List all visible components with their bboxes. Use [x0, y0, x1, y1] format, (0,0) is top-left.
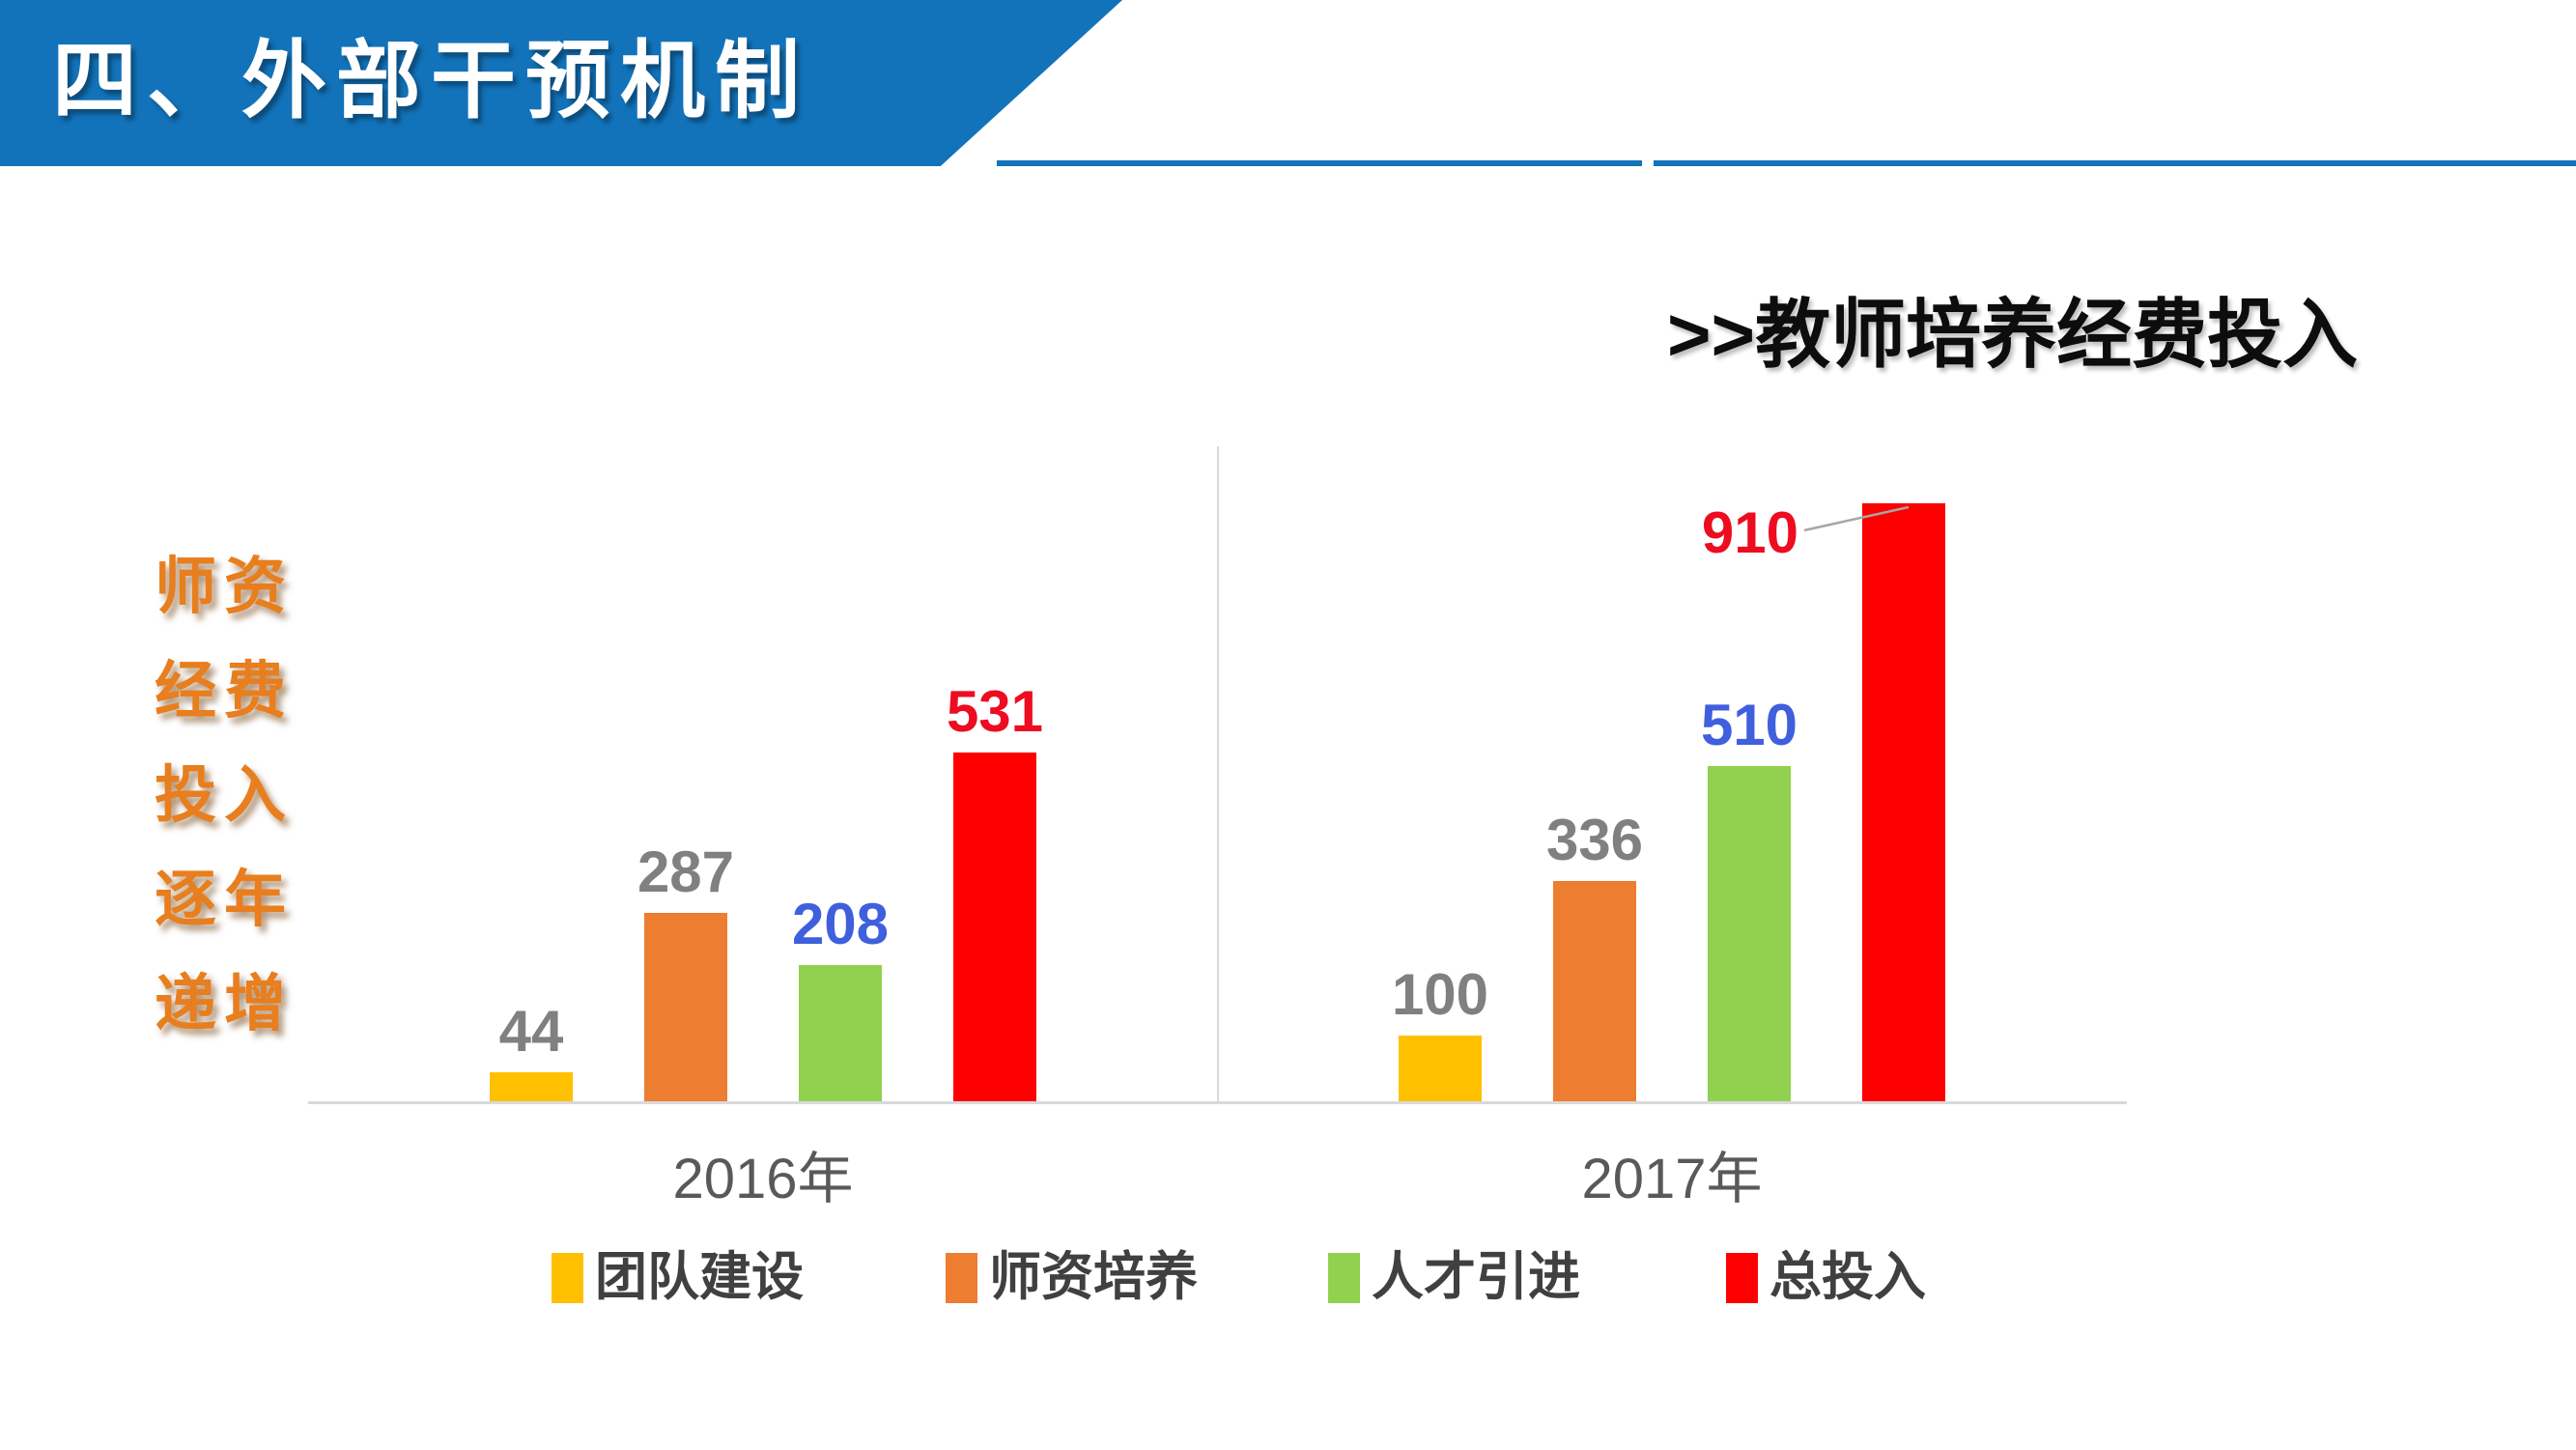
- legend-swatch-icon: [946, 1253, 977, 1303]
- header-rule-left: [997, 160, 1642, 166]
- legend-swatch-icon: [1726, 1253, 1758, 1303]
- side-note-line: 师资: [155, 552, 294, 621]
- legend-label: 总投入: [1769, 1248, 1926, 1306]
- legend-swatch-icon: [1328, 1253, 1360, 1303]
- bar-人才引进-2016年: [799, 965, 882, 1101]
- bar-总投入-2017年: [1862, 503, 1945, 1101]
- category-label-2017年: 2017年: [1581, 1148, 1763, 1210]
- side-note-line: 逐年: [155, 865, 294, 934]
- legend-swatch-icon: [552, 1253, 583, 1303]
- side-note: 师资 经费 投入 逐年 递增: [155, 534, 309, 1056]
- bar-value-label: 910: [1701, 500, 1798, 565]
- callout-leader-line: [1803, 505, 1910, 532]
- bar-value-label: 336: [1545, 808, 1644, 872]
- bar-人才引进-2017年: [1708, 766, 1791, 1101]
- bar-value-label: 208: [791, 892, 890, 956]
- bar-value-label: 531: [946, 679, 1044, 744]
- bar-value-label: 100: [1391, 962, 1489, 1027]
- chart-title: >>教师培养经费投入: [1667, 292, 2359, 377]
- bar-value-label: 44: [498, 999, 564, 1064]
- x-axis-line: [308, 1101, 2127, 1104]
- legend-label: 团队建设: [595, 1248, 804, 1306]
- bar-总投入-2016年: [953, 753, 1036, 1101]
- bar-value-label: 287: [637, 839, 735, 904]
- bar-团队建设-2017年: [1399, 1036, 1482, 1101]
- category-divider-line: [1217, 446, 1219, 1101]
- section-title: 四、外部干预机制: [52, 33, 810, 128]
- bar-师资培养-2017年: [1553, 881, 1636, 1101]
- side-note-line: 投入: [155, 760, 294, 830]
- legend-label: 师资培养: [989, 1248, 1198, 1306]
- category-label-2016年: 2016年: [672, 1148, 854, 1210]
- bar-师资培养-2016年: [644, 913, 727, 1101]
- legend-label: 人才引进: [1372, 1248, 1580, 1306]
- header-rule-right: [1654, 160, 2576, 166]
- bar-value-label: 510: [1700, 693, 1798, 757]
- side-note-line: 递增: [155, 969, 294, 1038]
- bar-团队建设-2016年: [490, 1072, 573, 1101]
- side-note-line: 经费: [155, 656, 294, 725]
- section-banner: 四、外部干预机制: [0, 0, 1122, 166]
